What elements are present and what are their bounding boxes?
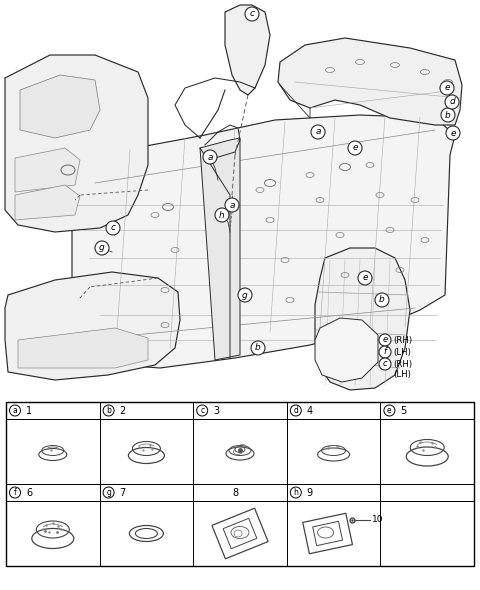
- Circle shape: [348, 141, 362, 155]
- Text: e: e: [362, 274, 368, 283]
- Text: 1: 1: [26, 405, 32, 415]
- Bar: [380, 484, 474, 501]
- Bar: [100, 402, 193, 419]
- Text: e: e: [387, 406, 392, 415]
- Circle shape: [103, 405, 114, 416]
- Text: 2: 2: [120, 405, 126, 415]
- Text: 6: 6: [26, 487, 32, 497]
- Text: c: c: [250, 9, 254, 18]
- Bar: [287, 402, 380, 419]
- Circle shape: [445, 95, 459, 109]
- Text: (LH): (LH): [393, 369, 411, 379]
- Text: e: e: [352, 143, 358, 152]
- Text: a: a: [12, 406, 17, 415]
- Polygon shape: [15, 185, 80, 220]
- Text: 3: 3: [213, 405, 219, 415]
- Bar: [287, 484, 380, 501]
- Circle shape: [245, 7, 259, 21]
- Polygon shape: [200, 138, 240, 360]
- Polygon shape: [72, 115, 455, 368]
- Circle shape: [441, 108, 455, 122]
- Circle shape: [290, 487, 301, 498]
- Text: h: h: [293, 488, 298, 497]
- Text: f: f: [13, 488, 16, 497]
- Text: 4: 4: [307, 405, 313, 415]
- Text: (RH): (RH): [393, 359, 412, 369]
- Circle shape: [375, 293, 389, 307]
- Text: d: d: [293, 406, 298, 415]
- Circle shape: [95, 241, 109, 255]
- Text: 10: 10: [372, 515, 383, 524]
- Text: (RH): (RH): [393, 336, 412, 345]
- Text: b: b: [255, 343, 261, 352]
- Text: e: e: [450, 129, 456, 137]
- Text: b: b: [106, 406, 111, 415]
- Text: 5: 5: [400, 405, 407, 415]
- Text: c: c: [110, 224, 116, 232]
- Text: 7: 7: [120, 487, 126, 497]
- Text: g: g: [99, 244, 105, 253]
- Polygon shape: [20, 75, 100, 138]
- Text: e: e: [444, 84, 450, 93]
- Text: (LH): (LH): [393, 348, 411, 356]
- Circle shape: [203, 150, 217, 164]
- Circle shape: [225, 198, 239, 212]
- Circle shape: [440, 81, 454, 95]
- Bar: [193, 402, 287, 419]
- Text: g: g: [106, 488, 111, 497]
- Polygon shape: [18, 328, 148, 368]
- Text: a: a: [229, 201, 235, 209]
- Text: g: g: [242, 290, 248, 300]
- Circle shape: [197, 405, 208, 416]
- Polygon shape: [225, 5, 270, 95]
- Circle shape: [251, 341, 265, 355]
- Text: f: f: [384, 348, 386, 356]
- Polygon shape: [5, 55, 148, 232]
- Bar: [6, 484, 100, 501]
- Circle shape: [238, 288, 252, 302]
- Text: 8: 8: [232, 487, 239, 497]
- Bar: [380, 402, 474, 419]
- Circle shape: [106, 221, 120, 235]
- Text: d: d: [449, 97, 455, 107]
- Text: b: b: [445, 110, 451, 120]
- Circle shape: [10, 487, 21, 498]
- Bar: [193, 484, 287, 501]
- Text: e: e: [383, 336, 387, 345]
- Bar: [100, 484, 193, 501]
- Text: a: a: [315, 127, 321, 136]
- Circle shape: [103, 487, 114, 498]
- Text: h: h: [219, 211, 225, 219]
- Circle shape: [215, 208, 229, 222]
- Bar: [6, 402, 100, 419]
- Text: c: c: [383, 359, 387, 369]
- Circle shape: [358, 271, 372, 285]
- Circle shape: [379, 346, 391, 358]
- Polygon shape: [315, 318, 378, 382]
- Polygon shape: [315, 248, 410, 390]
- Circle shape: [379, 334, 391, 346]
- Polygon shape: [15, 148, 80, 192]
- Circle shape: [379, 358, 391, 370]
- Circle shape: [311, 125, 325, 139]
- Circle shape: [384, 405, 395, 416]
- Circle shape: [290, 405, 301, 416]
- Circle shape: [10, 405, 21, 416]
- Text: 9: 9: [307, 487, 313, 497]
- Polygon shape: [5, 272, 180, 380]
- Text: b: b: [379, 296, 385, 304]
- Text: a: a: [207, 152, 213, 162]
- Text: c: c: [200, 406, 204, 415]
- Bar: [6, 402, 474, 566]
- Polygon shape: [278, 38, 462, 125]
- Circle shape: [446, 126, 460, 140]
